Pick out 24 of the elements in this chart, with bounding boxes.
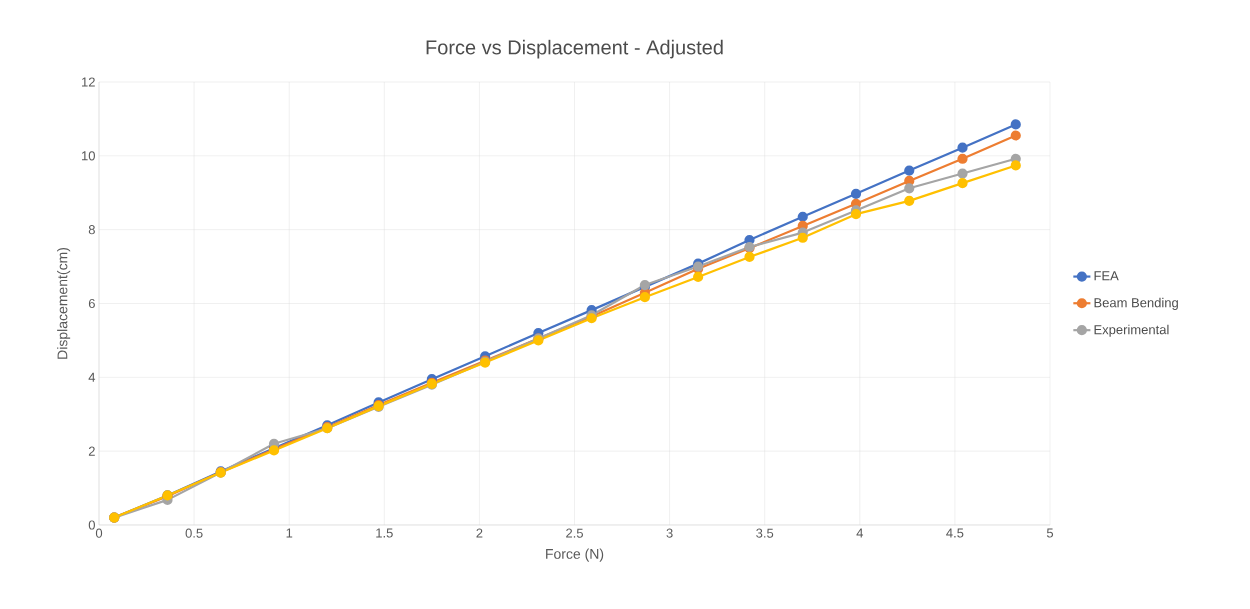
x-axis-title: Force (N) <box>546 548 604 562</box>
legend-label: FEA <box>1094 271 1119 281</box>
y-axis-title: Displacement(cm) <box>57 247 71 359</box>
chart-title: Force vs Displacement - Adjusted <box>426 39 723 59</box>
y-tick-label: 2 <box>88 446 95 456</box>
x-tick-label: 5 <box>1046 528 1054 538</box>
x-tick-label: 3 <box>666 528 673 538</box>
y-tick-label: 10 <box>82 151 95 161</box>
x-tick-label: 1 <box>286 528 293 538</box>
y-tick-label: 4 <box>88 372 96 382</box>
x-tick-label: 2 <box>476 528 483 538</box>
legend-label: Experimental <box>1094 324 1169 337</box>
y-tick-label: 0 <box>88 520 95 530</box>
legend-label: Beam Bending <box>1094 297 1178 310</box>
y-tick-label: 8 <box>88 225 95 235</box>
y-tick-label: 12 <box>82 77 95 87</box>
x-tick-label: 3.5 <box>756 528 774 538</box>
x-tick-label: 4 <box>856 528 864 538</box>
x-tick-label: 0 <box>95 528 103 538</box>
x-tick-label: 0.5 <box>185 528 203 538</box>
x-tick-label: 4.5 <box>946 528 964 538</box>
y-tick-label: 6 <box>88 298 95 309</box>
x-tick-label: 1.5 <box>376 528 393 538</box>
x-tick-label: 2.5 <box>566 528 583 538</box>
